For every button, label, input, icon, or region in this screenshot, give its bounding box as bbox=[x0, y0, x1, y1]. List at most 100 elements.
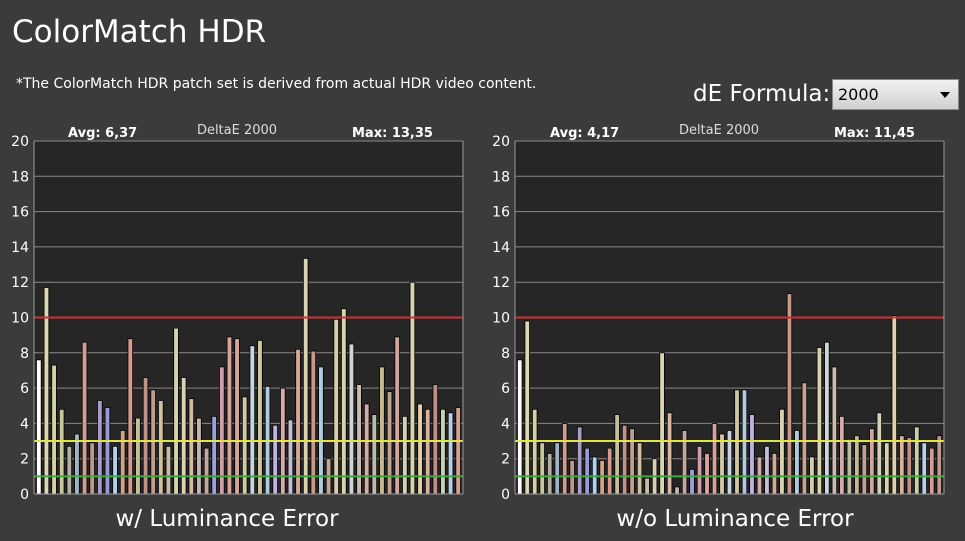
left-bar bbox=[203, 447, 210, 495]
right-bar bbox=[674, 486, 680, 495]
left-bar bbox=[379, 366, 385, 495]
left-y-tick-label: 12 bbox=[11, 275, 29, 291]
right-bar bbox=[749, 414, 755, 495]
left-y-tick-label: 18 bbox=[11, 169, 29, 185]
left-bar bbox=[432, 384, 439, 495]
right-bar bbox=[666, 412, 673, 495]
left-bar bbox=[348, 343, 355, 495]
right-bar bbox=[517, 359, 523, 495]
left-bar bbox=[363, 403, 370, 495]
right-bar bbox=[794, 430, 800, 495]
left-chart-title: DeltaE 2000 bbox=[197, 123, 277, 138]
right-bar bbox=[869, 428, 875, 495]
left-bar bbox=[447, 412, 454, 495]
left-bar bbox=[394, 336, 400, 495]
left-bar bbox=[287, 419, 294, 495]
right-bar bbox=[899, 435, 905, 495]
right-bar bbox=[936, 435, 942, 495]
left-bar bbox=[333, 318, 339, 495]
right-y-tick-label: 10 bbox=[492, 311, 510, 327]
left-bar bbox=[424, 408, 431, 495]
left-bar bbox=[219, 366, 225, 495]
right-bar bbox=[891, 315, 898, 495]
left-y-tick-label: 16 bbox=[11, 205, 29, 221]
left-y-tick-label: 14 bbox=[11, 240, 29, 256]
left-bar bbox=[234, 338, 240, 495]
left-bar bbox=[272, 424, 278, 495]
right-y-tick-label: 16 bbox=[492, 205, 510, 221]
left-bar bbox=[257, 340, 263, 495]
left-y-tick-label: 4 bbox=[20, 416, 29, 432]
left-bar bbox=[66, 445, 73, 495]
left-bar bbox=[417, 403, 423, 495]
left-bar bbox=[81, 341, 88, 495]
right-y-tick-label: 20 bbox=[492, 134, 510, 150]
right-bar bbox=[816, 347, 823, 495]
right-bar bbox=[689, 468, 695, 495]
right-y-tick-label: 6 bbox=[501, 381, 510, 397]
right-y-tick-label: 18 bbox=[492, 169, 510, 185]
left-bar bbox=[119, 430, 126, 495]
right-bar bbox=[614, 414, 620, 495]
left-bar bbox=[455, 407, 461, 495]
left-bar bbox=[89, 442, 95, 495]
right-bar bbox=[914, 426, 920, 495]
right-bar bbox=[539, 442, 545, 495]
left-bar bbox=[97, 400, 103, 495]
left-bar bbox=[127, 338, 134, 495]
de-formula-label: dE Formula: bbox=[693, 81, 831, 107]
right-bar bbox=[561, 422, 568, 495]
left-bar bbox=[310, 350, 317, 495]
left-bar bbox=[112, 445, 118, 495]
right-bar bbox=[554, 442, 560, 495]
right-bar bbox=[876, 412, 883, 495]
left-bar bbox=[58, 408, 65, 495]
right-bar bbox=[906, 437, 913, 495]
right-bar bbox=[644, 477, 650, 495]
right-bar bbox=[584, 447, 590, 495]
left-bar bbox=[371, 414, 378, 495]
left-bar bbox=[295, 348, 301, 495]
right-chart: 0 2 4 6 8 10 12 14 16 18 20 Avg: 4,17 DeltaE 2000 Max… bbox=[492, 123, 945, 532]
de-formula-select[interactable]: 2000 bbox=[832, 79, 959, 110]
right-bar bbox=[681, 430, 688, 495]
right-bar bbox=[786, 293, 793, 495]
right-bar bbox=[576, 426, 583, 495]
left-bar bbox=[386, 391, 393, 495]
left-avg-label: Avg: 6,37 bbox=[68, 126, 137, 141]
left-bar bbox=[318, 366, 324, 495]
left-y-tick-label: 6 bbox=[20, 381, 29, 397]
right-avg-label: Avg: 4,17 bbox=[550, 126, 619, 141]
right-bar bbox=[524, 320, 530, 495]
left-bar bbox=[241, 396, 248, 495]
right-y-tick-label: 2 bbox=[501, 452, 510, 468]
left-bar bbox=[51, 364, 57, 495]
right-bar bbox=[771, 453, 778, 495]
right-bar bbox=[636, 442, 643, 495]
left-y-tick-label: 8 bbox=[20, 346, 29, 362]
right-x-label: w/o Luminance Error bbox=[616, 506, 854, 532]
left-bar bbox=[249, 345, 256, 495]
right-bar bbox=[696, 445, 703, 495]
left-bar bbox=[226, 336, 233, 495]
chevron-down-icon bbox=[940, 92, 950, 98]
left-bar bbox=[173, 327, 179, 495]
left-bar bbox=[302, 257, 309, 495]
right-chart-title: DeltaE 2000 bbox=[679, 123, 759, 138]
left-max-label: Max: 13,35 bbox=[352, 126, 433, 141]
right-bar bbox=[861, 444, 868, 495]
right-bar bbox=[839, 415, 845, 495]
left-bar bbox=[440, 408, 446, 495]
right-max-label: Max: 11,45 bbox=[834, 126, 915, 141]
left-bar bbox=[402, 415, 408, 495]
right-bar bbox=[606, 447, 613, 495]
right-bar bbox=[704, 453, 710, 495]
left-bar bbox=[341, 308, 347, 495]
right-y-tick-label: 14 bbox=[492, 240, 510, 256]
left-y-tick-label: 2 bbox=[20, 452, 29, 468]
right-bar bbox=[719, 433, 725, 495]
right-y-tick-label: 12 bbox=[492, 275, 510, 291]
right-y-tick-label: 0 bbox=[501, 487, 510, 503]
left-bar bbox=[104, 407, 111, 495]
right-bar bbox=[831, 366, 838, 495]
